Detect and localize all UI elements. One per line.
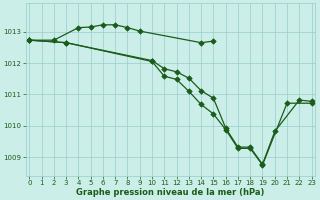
X-axis label: Graphe pression niveau de la mer (hPa): Graphe pression niveau de la mer (hPa) <box>76 188 265 197</box>
